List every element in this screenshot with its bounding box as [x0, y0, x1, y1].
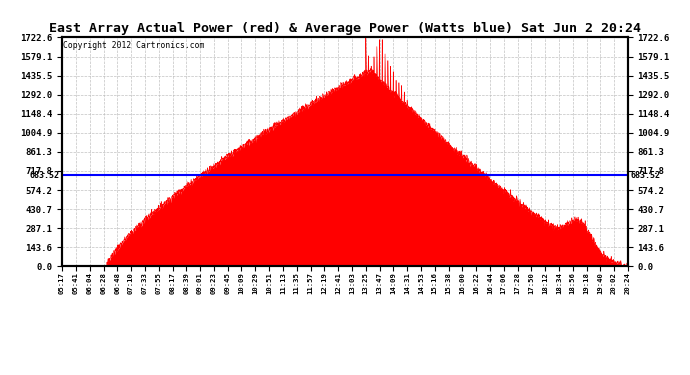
- Text: 683.52: 683.52: [29, 171, 59, 180]
- Text: 683.52: 683.52: [631, 171, 661, 180]
- Text: Copyright 2012 Cartronics.com: Copyright 2012 Cartronics.com: [63, 41, 205, 50]
- Title: East Array Actual Power (red) & Average Power (Watts blue) Sat Jun 2 20:24: East Array Actual Power (red) & Average …: [49, 22, 641, 35]
